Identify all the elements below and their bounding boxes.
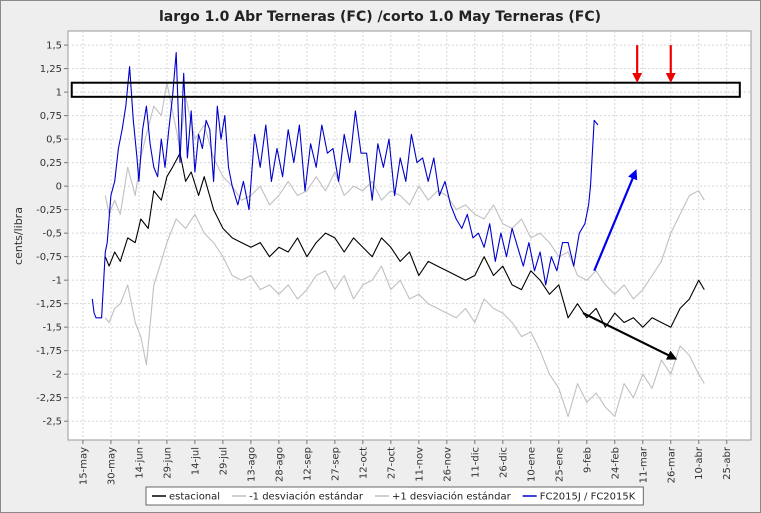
x-tick-label: 11-dic: [470, 447, 481, 478]
annotation-arrow: [593, 169, 638, 272]
series-line-1: [104, 213, 705, 418]
y-axis-label: cents/libra: [12, 207, 25, 265]
series-group: [91, 52, 705, 418]
x-tick-label: 15-may: [78, 447, 89, 485]
x-tick-label: 26-nov: [442, 447, 453, 482]
x-tick-label: 14-jun: [134, 447, 145, 479]
y-tick-label: -0,5: [42, 229, 62, 240]
legend-label: -1 desviación estándar: [249, 491, 364, 503]
legend-label: estacional: [169, 492, 220, 503]
y-tick-label: 0: [56, 182, 62, 193]
x-tick-label: 27-sep: [330, 447, 341, 481]
x-tick-label: 27-oct: [386, 447, 397, 479]
legend-label: FC2015J / FC2015K: [540, 492, 636, 503]
x-tick-label: 28-ago: [274, 447, 285, 482]
series-line-0: [104, 152, 705, 328]
x-tick-label: 10-ene: [526, 447, 537, 482]
y-tick-label: -1,75: [36, 346, 62, 357]
series-line-2: [104, 82, 705, 300]
y-tick-label: -2,25: [36, 393, 62, 404]
x-axis: 15-may 30-may 14-jun 29-jun 14-jul 29-jul 13-a…: [78, 440, 733, 485]
x-tick-label: 24-feb: [610, 447, 621, 479]
x-tick-label: 26-dic: [498, 447, 509, 478]
y-tick-label: 1,5: [46, 41, 62, 52]
annotation-arrow: [582, 312, 678, 360]
y-axis: 1,5 1,25 1 0,75 0,5 0,25 0 -0,25 -0,5 -0,75 -1 -1,2…: [36, 41, 68, 428]
y-tick-label: -1,25: [36, 299, 62, 310]
y-tick-label: -1,5: [42, 323, 62, 334]
legend-box: [145, 486, 644, 506]
highlight-band: [70, 81, 741, 98]
x-tick-label: 13-ago: [246, 447, 257, 482]
y-tick-label: -2,5: [42, 417, 62, 428]
chart-title: largo 1.0 Abr Terneras (FC) /corto 1.0 M…: [159, 9, 601, 25]
annotations: [70, 45, 741, 360]
x-tick-label: 25-abr: [722, 446, 733, 480]
x-tick-label: 9-feb: [582, 447, 593, 473]
series-line-3: [91, 52, 599, 319]
x-tick-label: 11-nov: [414, 447, 425, 482]
legend: estacional -1 desviación estándar +1 desvi…: [145, 486, 644, 506]
x-tick-label: 12-oct: [358, 447, 369, 479]
x-tick-label: 11-mar: [638, 446, 649, 483]
x-tick-label: 29-jun: [162, 447, 173, 479]
y-tick-label: 0,5: [46, 135, 62, 146]
y-tick-label: 0,75: [40, 111, 62, 122]
x-tick-label: 25-ene: [554, 447, 565, 482]
x-tick-label: 26-mar: [666, 446, 677, 483]
x-tick-label: 30-may: [106, 447, 117, 485]
y-tick-label: -0,25: [36, 205, 62, 216]
x-tick-label: 29-jul: [218, 447, 229, 475]
plot-area: [67, 30, 752, 441]
legend-label: +1 desviación estándar: [392, 491, 512, 503]
y-tick-label: -2: [52, 370, 62, 381]
y-tick-label: 1,25: [40, 64, 62, 75]
x-tick-label: 10-abr: [694, 446, 705, 480]
x-tick-label: 14-jul: [190, 447, 201, 475]
y-tick-label: -0,75: [36, 252, 62, 263]
y-tick-label: -1: [52, 276, 62, 287]
x-tick-label: 12-sep: [302, 447, 313, 481]
y-tick-label: 1: [56, 88, 62, 99]
y-tick-label: 0,25: [40, 158, 62, 169]
